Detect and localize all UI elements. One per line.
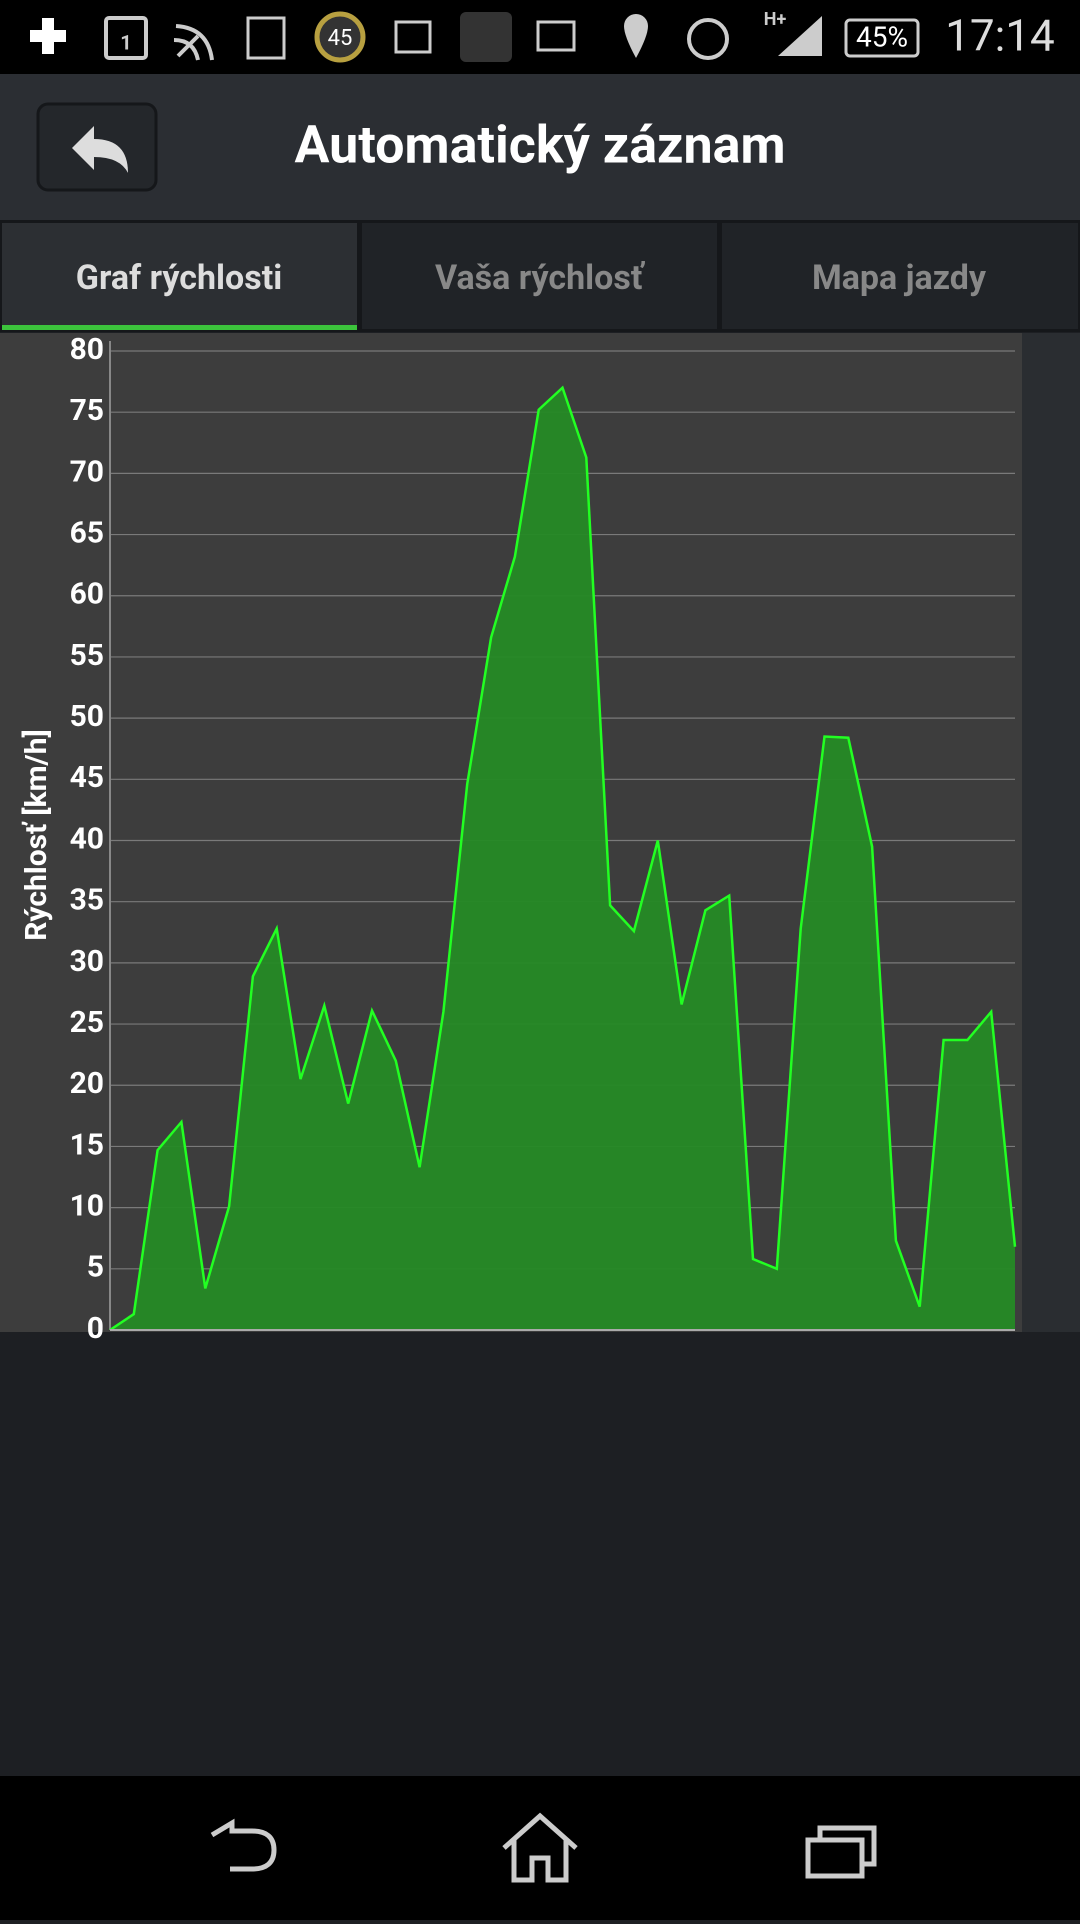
nav-home[interactable] bbox=[502, 1812, 578, 1883]
tab[interactable] bbox=[722, 223, 1078, 329]
y-tick-label: 0 bbox=[87, 1311, 104, 1346]
note-icon bbox=[246, 16, 286, 60]
area-fill bbox=[110, 387, 1015, 1330]
y-tick-label: 50 bbox=[70, 699, 104, 734]
speed-line bbox=[109, 385, 1017, 1332]
battery-icon bbox=[844, 18, 920, 58]
y-tick-label: 80 bbox=[70, 332, 104, 367]
tab-indicator bbox=[2, 325, 357, 330]
y-tick-label: 70 bbox=[70, 454, 104, 489]
y-tick-label: 55 bbox=[70, 638, 104, 673]
action-bar bbox=[0, 74, 1080, 220]
y-tick-label: 30 bbox=[70, 944, 104, 979]
y-tick-label: 10 bbox=[70, 1189, 104, 1224]
y-tick-label: 60 bbox=[70, 577, 104, 612]
gmail-icon bbox=[536, 20, 576, 52]
y-tick-label: 40 bbox=[70, 821, 104, 856]
y-tick-label: 20 bbox=[70, 1066, 104, 1101]
tab[interactable] bbox=[362, 223, 717, 329]
clock: 17:14 bbox=[945, 10, 1055, 62]
y-axis-label: Rýchlosť [km/h] bbox=[19, 729, 54, 941]
calendar-day: 1 bbox=[120, 30, 131, 54]
tab-label: Graf rýchlosti bbox=[76, 258, 282, 298]
signal-icon bbox=[778, 16, 822, 56]
battery-level: 45% bbox=[856, 20, 908, 53]
screen-title: Automatický záznam bbox=[294, 115, 785, 176]
y-tick-label: 15 bbox=[70, 1127, 104, 1162]
back-arrow bbox=[72, 126, 128, 173]
plus-icon bbox=[30, 18, 66, 54]
y-tick-label: 5 bbox=[87, 1250, 104, 1285]
location-icon bbox=[624, 14, 648, 58]
tab[interactable] bbox=[2, 223, 357, 329]
status-bar bbox=[0, 0, 1080, 74]
nav-bar bbox=[0, 1776, 1080, 1920]
y-tick-label: 45 bbox=[70, 760, 104, 795]
tab-label: Mapa jazdy bbox=[812, 258, 987, 298]
nav-back[interactable] bbox=[210, 1818, 277, 1872]
y-tick-label: 25 bbox=[70, 1005, 104, 1040]
nav-recent[interactable] bbox=[805, 1825, 877, 1879]
satellite-icon bbox=[173, 24, 214, 61]
alarm-icon bbox=[687, 18, 729, 60]
badge-icon bbox=[314, 11, 366, 63]
calendar-icon bbox=[104, 16, 148, 60]
badge-count: 45 bbox=[328, 26, 353, 51]
y-tick-label: 65 bbox=[70, 515, 104, 550]
y-tick-label: 35 bbox=[70, 883, 104, 918]
image-icon bbox=[394, 20, 432, 54]
tab-label: Vaša rýchlosť bbox=[435, 258, 646, 298]
y-tick-label: 75 bbox=[70, 393, 104, 428]
network-type: H+ bbox=[764, 9, 787, 30]
app-icon bbox=[460, 12, 512, 62]
chart-panel-edge bbox=[1022, 333, 1080, 1332]
